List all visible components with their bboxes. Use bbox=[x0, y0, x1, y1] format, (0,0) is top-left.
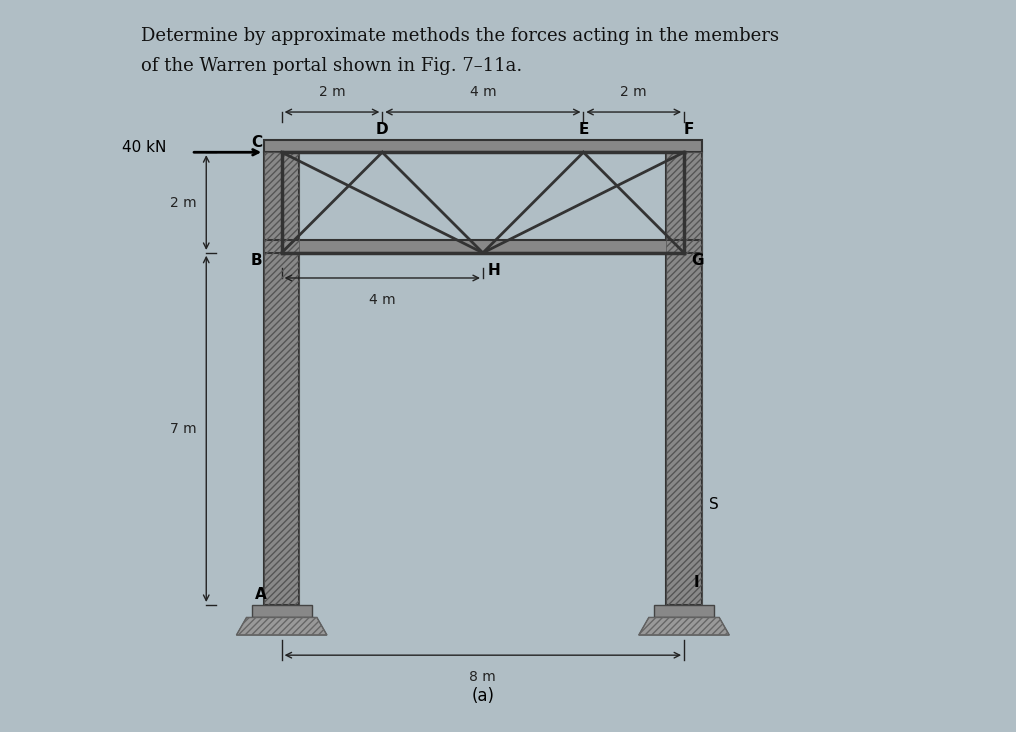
Text: S: S bbox=[709, 497, 719, 512]
Text: B: B bbox=[251, 253, 262, 268]
Text: G: G bbox=[692, 253, 704, 268]
Text: 4 m: 4 m bbox=[469, 86, 496, 100]
Text: 40 kN: 40 kN bbox=[122, 140, 166, 154]
Text: H: H bbox=[488, 263, 501, 278]
Text: A: A bbox=[255, 587, 266, 602]
Text: D: D bbox=[376, 122, 388, 137]
Text: 4 m: 4 m bbox=[369, 293, 395, 307]
Polygon shape bbox=[639, 618, 729, 635]
Text: F: F bbox=[684, 122, 694, 137]
Text: I: I bbox=[694, 575, 700, 590]
Polygon shape bbox=[252, 605, 312, 618]
Text: 2 m: 2 m bbox=[319, 86, 345, 100]
Polygon shape bbox=[666, 152, 702, 605]
Polygon shape bbox=[264, 140, 702, 152]
Text: C: C bbox=[251, 135, 262, 150]
Text: (a): (a) bbox=[471, 687, 495, 706]
Text: Determine by approximate methods the forces acting in the members: Determine by approximate methods the for… bbox=[141, 26, 779, 45]
Polygon shape bbox=[654, 605, 714, 618]
Polygon shape bbox=[264, 240, 702, 253]
Polygon shape bbox=[237, 618, 327, 635]
Text: of the Warren portal shown in Fig. 7–11a.: of the Warren portal shown in Fig. 7–11a… bbox=[141, 56, 522, 75]
Text: 2 m: 2 m bbox=[170, 195, 196, 209]
Text: 2 m: 2 m bbox=[621, 86, 647, 100]
Text: 7 m: 7 m bbox=[170, 422, 196, 436]
Polygon shape bbox=[264, 152, 300, 605]
Text: 8 m: 8 m bbox=[469, 671, 496, 684]
Text: E: E bbox=[578, 122, 588, 137]
